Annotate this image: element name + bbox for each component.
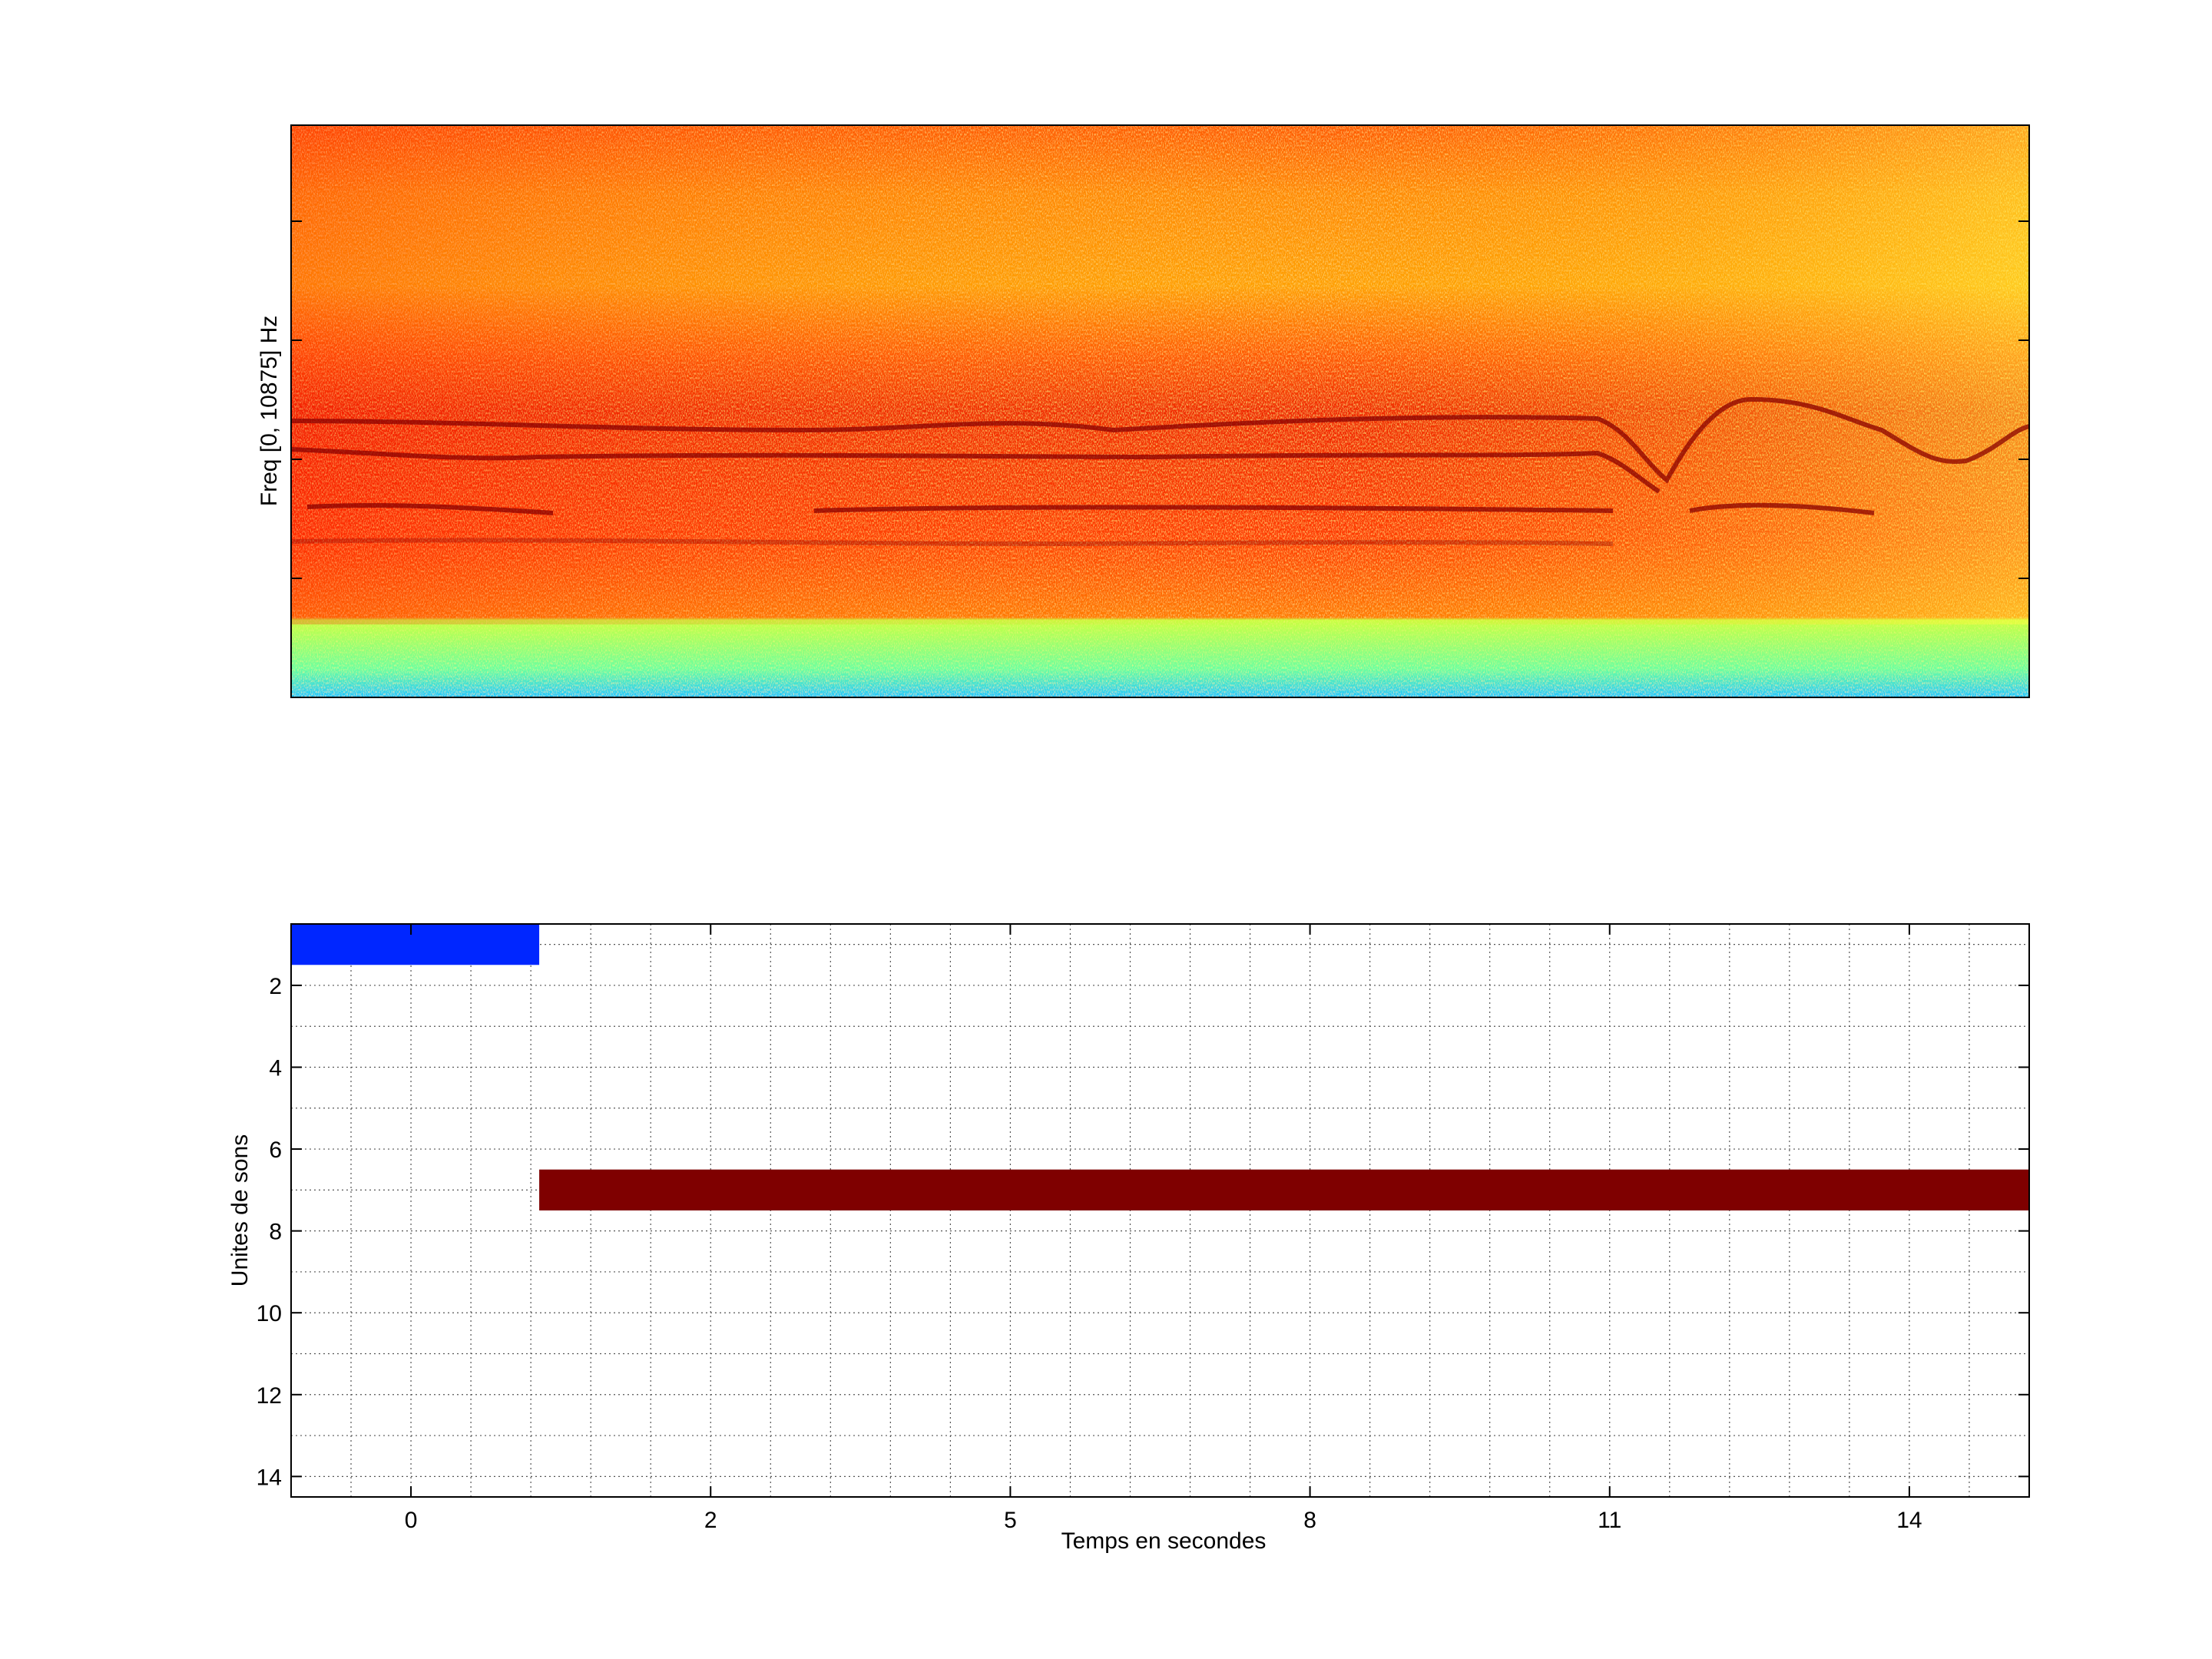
x-tick-label: 8: [1303, 1508, 1316, 1533]
x-tick-label: 0: [405, 1508, 418, 1533]
y-tick-label: 2: [269, 974, 282, 999]
spectrogram-axes-frame: [290, 124, 2030, 698]
y-tick-label: 4: [269, 1056, 282, 1081]
spectrogram-ridges: [291, 396, 2029, 547]
y-tick-label: 8: [269, 1220, 282, 1245]
x-tick-label: 2: [704, 1508, 717, 1533]
spectrogram-panel: Freq [0, 10875] Hz: [257, 124, 2030, 698]
x-tick-label: 5: [1004, 1508, 1017, 1533]
units-axes-frame: [290, 923, 2030, 1498]
x-tick-label: 11: [1598, 1508, 1621, 1533]
units-y-label: Unites de sons: [227, 1134, 253, 1286]
units-y-ticks: 2 4 6 8 10 12 14: [257, 974, 2029, 1490]
spectrogram-y-label: Freq [0, 10875] Hz: [257, 316, 282, 506]
y-tick-label: 10: [257, 1301, 282, 1326]
spectrogram-ticks: [291, 220, 2029, 579]
units-x-label: Temps en secondes: [1061, 1528, 1267, 1554]
units-bars: [291, 924, 2029, 1210]
x-tick-label: 14: [1896, 1508, 1922, 1533]
units-x-ticks: 0 2 5 8 11 14: [405, 924, 1922, 1533]
unit-bar: [539, 1169, 2029, 1210]
unit-bar: [291, 924, 540, 965]
units-panel: 2 4 6 8 10 12 14 0 2 5 8 11 14 Unites de sons Temps…: [227, 923, 2030, 1554]
y-tick-label: 14: [257, 1465, 282, 1490]
y-tick-label: 6: [269, 1137, 282, 1163]
y-tick-label: 12: [257, 1383, 282, 1409]
